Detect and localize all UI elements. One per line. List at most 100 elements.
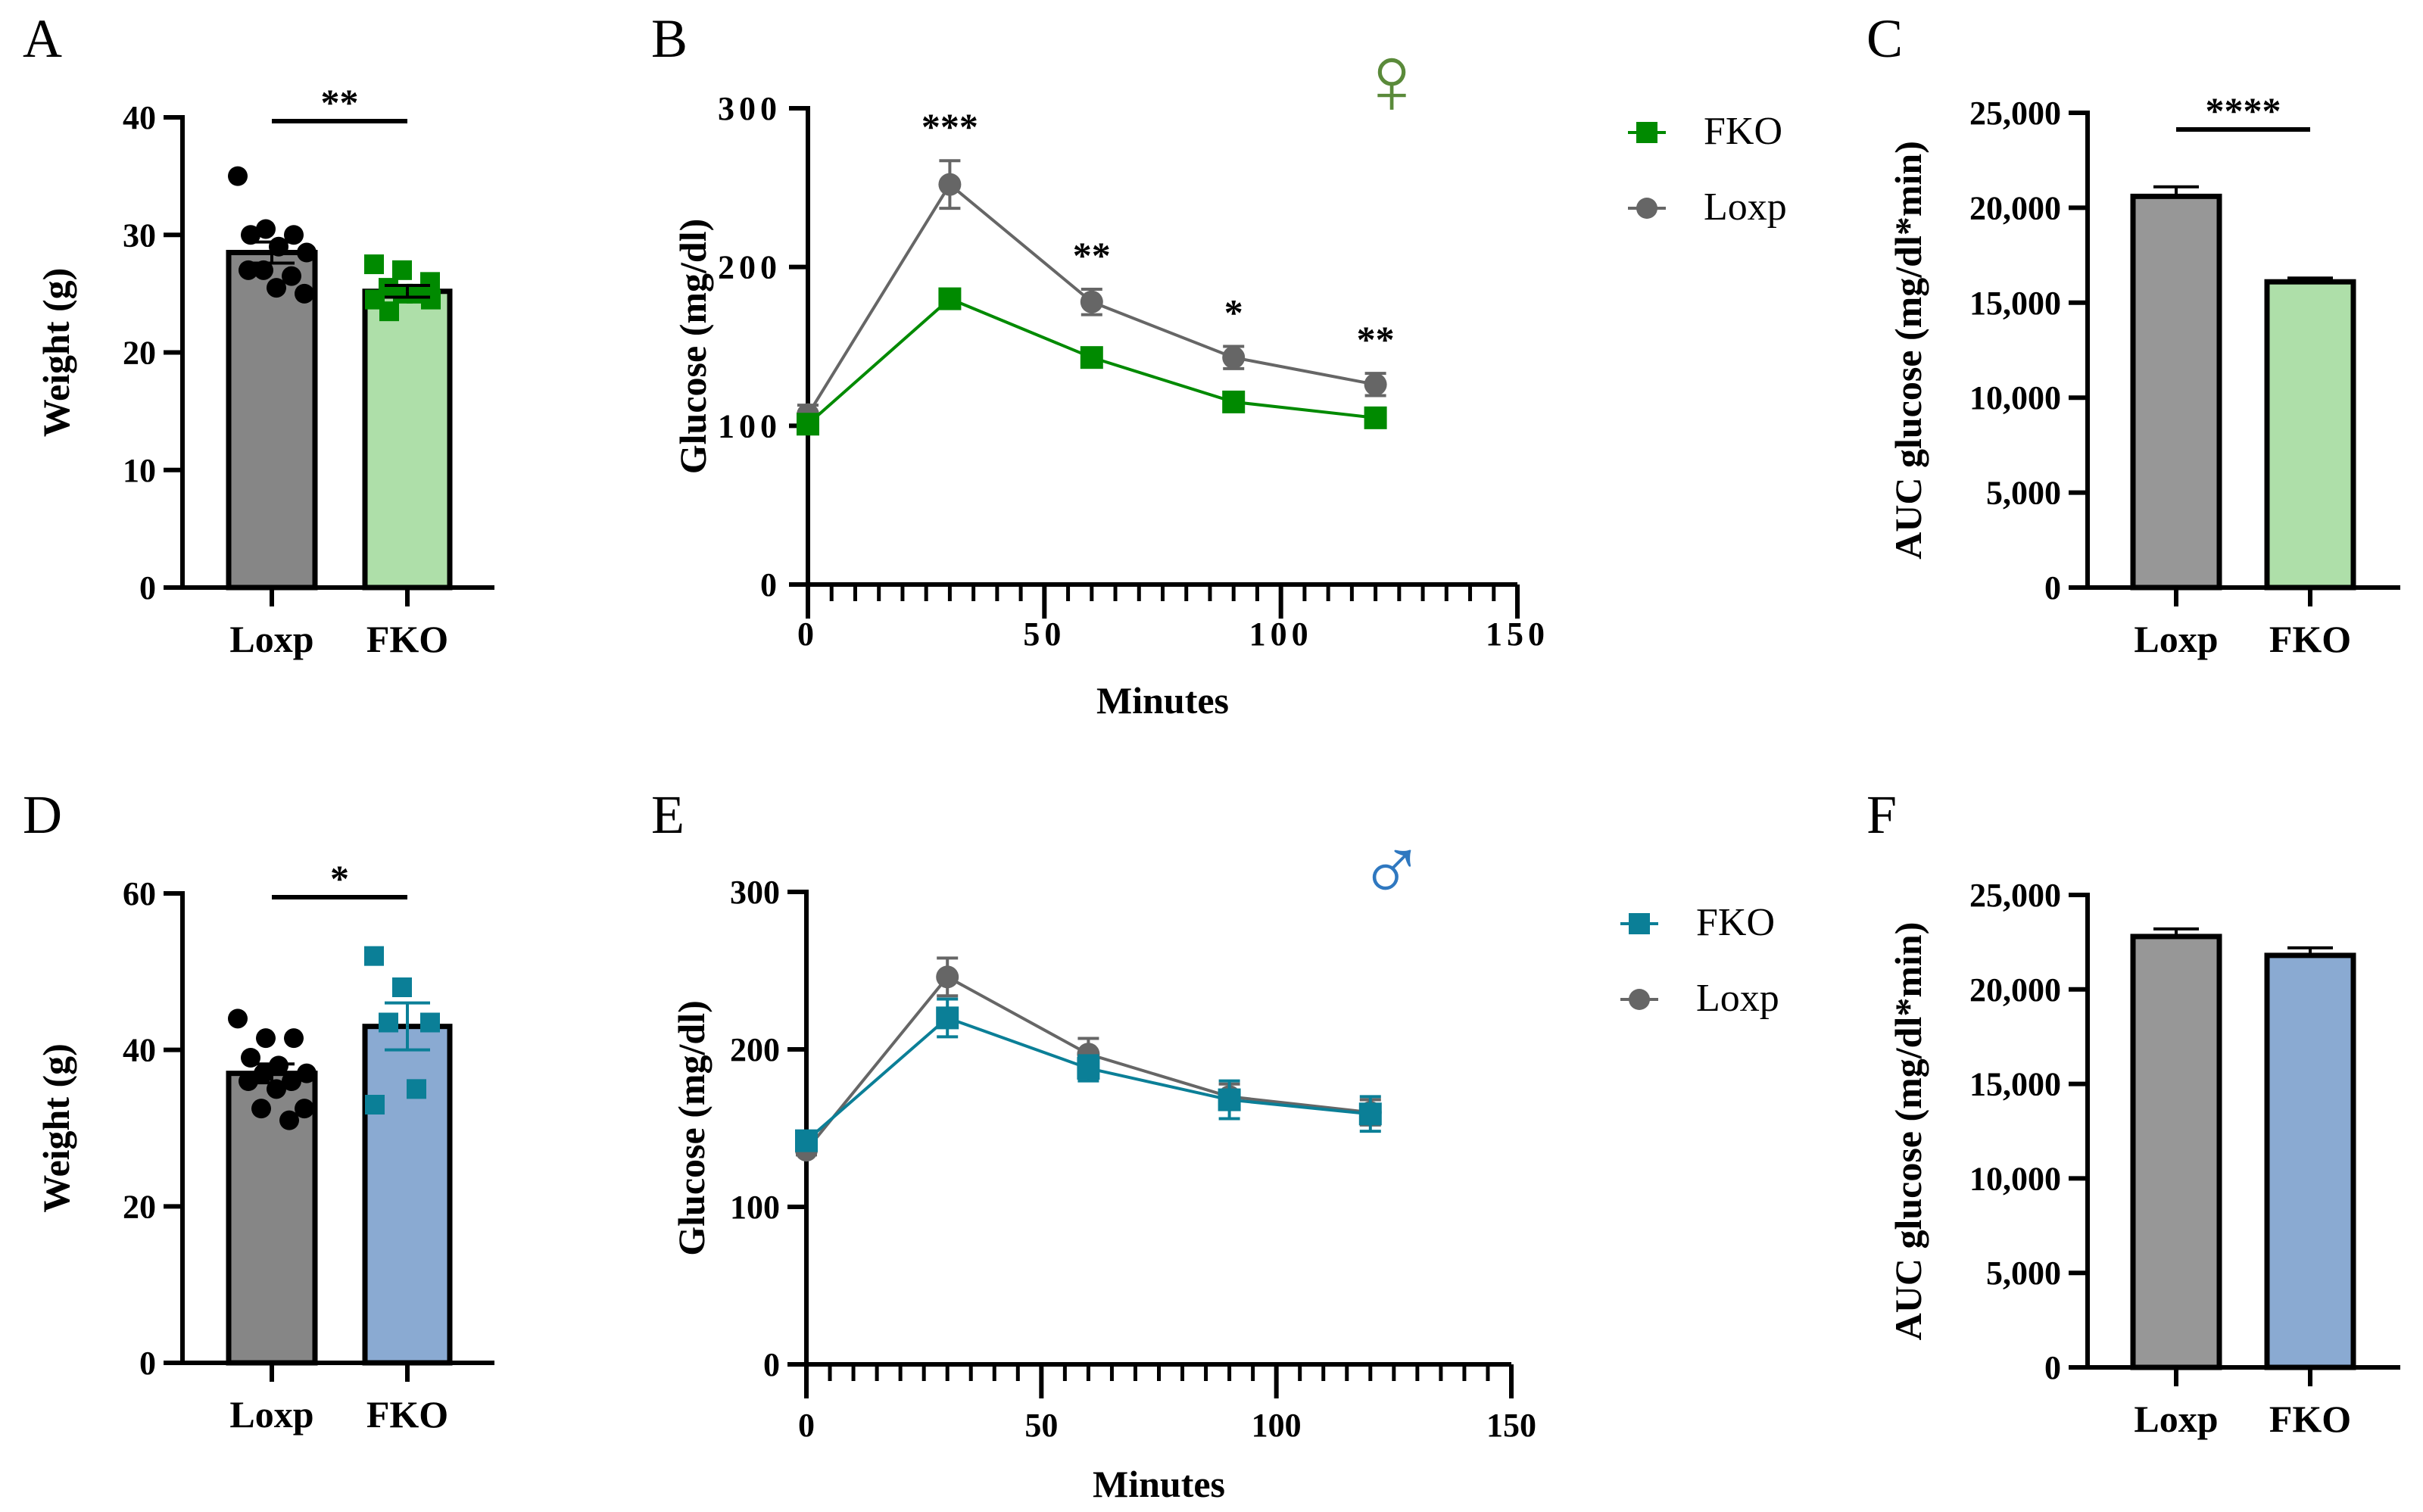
y-tick-label-a: 20 [123, 335, 156, 372]
significance-stars-b: *** [921, 105, 978, 148]
data-point-b-fko [797, 413, 819, 436]
data-point-d-loxp [279, 1110, 299, 1130]
data-point-e-fko [1358, 1102, 1382, 1126]
bar-f-fko [2264, 952, 2356, 1370]
bar-c-loxp [2130, 193, 2222, 591]
data-point-d-fko [365, 1095, 385, 1115]
data-point-d-loxp [251, 1099, 271, 1119]
y-tick-label-f: 0 [2044, 1349, 2061, 1386]
significance-stars-b: ** [1357, 318, 1395, 360]
data-point-a-fko [421, 289, 441, 310]
data-point-d-loxp [284, 1028, 304, 1049]
male-symbol-icon: ♂ [1358, 820, 1426, 921]
data-point-b-fko [1222, 390, 1246, 413]
significance-stars-b: ** [1073, 234, 1111, 276]
panel-label-f: F [1866, 784, 1897, 845]
panel-label-a: A [23, 8, 62, 69]
x-tick-label-d: FKO [366, 1393, 448, 1436]
y-axis-label-a: Weight (g) [35, 268, 77, 438]
bar-f-loxp [2130, 934, 2222, 1370]
data-point-a-loxp [297, 242, 317, 263]
bar-a-fko [362, 288, 453, 591]
legend-marker-b-fko [1636, 122, 1657, 143]
data-point-d-fko [420, 1012, 440, 1033]
bar-d-fko [362, 1024, 453, 1366]
female-symbol-icon: ♀ [1355, 26, 1429, 136]
x-tick-label-a: FKO [366, 618, 448, 660]
x-tick-label-e: 100 [1252, 1407, 1302, 1444]
x-axis-label-b: Minutes [1096, 679, 1229, 722]
data-point-a-loxp [256, 219, 276, 239]
data-point-b-loxp [1080, 290, 1103, 313]
y-tick-label-b: 200 [718, 249, 781, 286]
data-point-e-loxp [936, 965, 959, 989]
y-tick-label-f: 25,000 [1969, 877, 2061, 914]
y-tick-label-d: 60 [123, 875, 156, 912]
data-point-a-loxp [295, 283, 314, 304]
panel-label-c: C [1866, 8, 1903, 69]
data-point-d-fko [392, 977, 412, 997]
y-tick-label-c: 0 [2044, 569, 2061, 606]
data-point-b-fko [938, 287, 962, 310]
data-point-a-loxp [284, 225, 304, 245]
data-point-d-loxp [269, 1055, 288, 1076]
data-point-a-fko [392, 260, 412, 280]
significance-stars-c: **** [2206, 89, 2281, 132]
y-tick-label-f: 15,000 [1969, 1066, 2061, 1103]
data-point-b-fko [1080, 346, 1103, 369]
data-point-d-loxp [256, 1028, 276, 1049]
data-point-e-fko [1218, 1088, 1241, 1111]
data-point-e-fko [1077, 1056, 1100, 1080]
significance-stars-b: * [1224, 291, 1243, 334]
data-point-d-loxp [282, 1071, 301, 1091]
panel-label-e: E [651, 784, 684, 845]
data-point-d-fko [407, 1079, 426, 1099]
data-point-d-loxp [239, 1071, 258, 1091]
data-point-d-loxp [254, 1063, 273, 1083]
data-point-a-loxp [282, 266, 301, 286]
data-point-d-loxp [228, 1009, 248, 1029]
y-tick-label-e: 100 [730, 1189, 780, 1226]
y-tick-label-b: 100 [718, 407, 781, 444]
data-point-b-fko [1364, 406, 1387, 429]
significance-stars-a: ** [321, 81, 359, 123]
x-tick-label-d: Loxp [229, 1393, 313, 1436]
data-point-e-fko [936, 1006, 959, 1030]
data-point-a-fko [379, 301, 399, 322]
x-tick-label-a: Loxp [229, 618, 313, 660]
y-tick-label-d: 20 [123, 1188, 156, 1225]
x-tick-label-f: FKO [2269, 1398, 2351, 1440]
y-tick-label-c: 5,000 [1986, 475, 2061, 512]
y-axis-label-c: AUC glucose (mg/dl*min) [1887, 141, 1929, 560]
data-point-a-fko [364, 254, 384, 275]
y-tick-label-f: 20,000 [1969, 971, 2061, 1009]
panel-label-b: B [651, 8, 688, 69]
y-tick-label-c: 25,000 [1969, 95, 2061, 132]
y-tick-label-d: 0 [139, 1345, 156, 1382]
legend-marker-b-loxp [1636, 198, 1657, 219]
legend-marker-e-fko [1629, 913, 1650, 934]
data-point-a-loxp [239, 260, 258, 280]
y-tick-label-c: 20,000 [1969, 189, 2061, 226]
y-tick-label-f: 10,000 [1969, 1160, 2061, 1197]
x-tick-label-f: Loxp [2134, 1398, 2218, 1440]
legend-label-b-fko: FKO [1704, 110, 1782, 153]
data-point-a-loxp [254, 260, 273, 280]
legend-label-b-loxp: Loxp [1704, 185, 1787, 229]
data-point-a-loxp [241, 225, 260, 245]
data-point-d-loxp [297, 1063, 317, 1083]
x-tick-label-b: 100 [1249, 616, 1313, 653]
x-tick-label-c: FKO [2269, 618, 2351, 660]
x-tick-label-e: 150 [1486, 1407, 1536, 1444]
x-tick-label-e: 50 [1024, 1407, 1058, 1444]
x-tick-label-b: 150 [1486, 616, 1549, 653]
legend-label-e-loxp: Loxp [1696, 977, 1779, 1020]
y-tick-label-b: 300 [718, 90, 781, 127]
legend-marker-e-loxp [1629, 989, 1650, 1010]
y-tick-label-a: 10 [123, 452, 156, 489]
y-axis-label-d: Weight (g) [35, 1043, 77, 1213]
data-point-b-loxp [938, 173, 962, 196]
y-tick-label-c: 10,000 [1969, 379, 2061, 416]
x-tick-label-b: 0 [797, 616, 819, 653]
